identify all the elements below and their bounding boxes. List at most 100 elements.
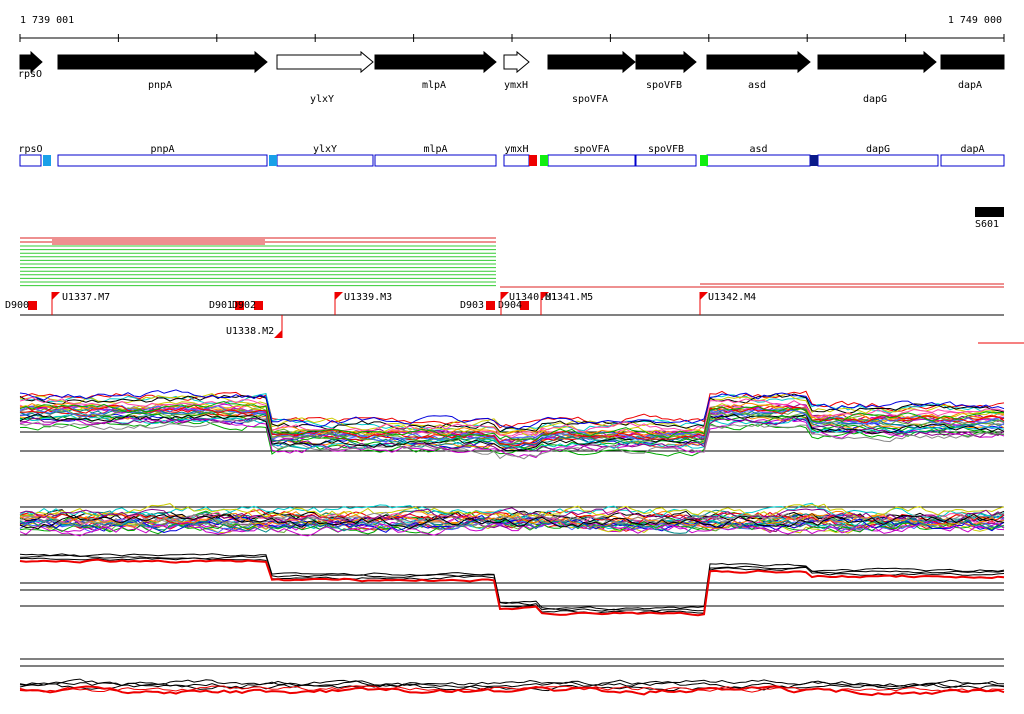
expr-line [19,400,1004,440]
annotation-box [503,154,530,167]
marker-label: U1342.M4 [708,292,756,303]
expr-line [19,414,1005,452]
marker-flag [28,301,37,310]
box-label: rpsO [18,144,42,155]
marker-flag [501,292,509,300]
annotation-box [817,154,939,167]
expr-line [19,680,1005,689]
marker-flag [335,292,343,300]
marker-label: U1337.M7 [62,292,110,303]
expr-line [19,416,1005,452]
expr-line [19,558,1005,617]
gene-label: pnpA [148,80,172,91]
ruler-start: 1 739 001 [20,15,74,26]
marker-flag [541,292,549,300]
annotation-box [547,154,636,167]
gene-arrow [57,50,268,74]
feature-block [540,155,548,166]
track-label: S601 [975,219,999,230]
expr-line [19,502,1005,519]
expr-line [19,554,1005,612]
track-block [975,207,1004,217]
expr-line [19,393,1005,432]
gene-label: ymxH [504,80,528,91]
feature-block [810,155,818,166]
gene-arrow [19,50,43,74]
ruler-end: 1 749 000 [948,15,1002,26]
marker-label: D901 [209,300,233,311]
marker-flag [274,330,282,338]
marker-flag [486,301,495,310]
gene-label: dapA [958,80,982,91]
gene-label: spoVFA [572,94,608,105]
expr-line [19,407,1005,446]
gene-arrow [374,50,497,74]
feature-block [269,155,277,166]
expr-line [19,396,1005,437]
expr-line [19,557,1005,614]
box-label: pnpA [150,144,174,155]
gene-arrow [635,50,697,74]
gene-arrow [706,50,811,74]
expr-line [19,413,1005,452]
marker-label: D900 [5,300,29,311]
marker-label: D903 [460,300,484,311]
expr-line [19,418,1005,460]
box-label: dapA [960,144,984,155]
expr-line [19,513,1005,530]
marker-label: D902 [232,300,256,311]
gene-label: ylxY [310,94,334,105]
box-label: asd [749,144,767,155]
box-label: dapG [866,144,890,155]
annotation-box [276,154,374,167]
marker-label: D904 [498,300,522,311]
gene-label: spoVFB [646,80,682,91]
gene-arrow [503,50,530,74]
marker-flag [700,292,708,300]
expr-line [19,553,1005,611]
marker-label: U1338.M2 [226,326,274,337]
box-label: ylxY [313,144,337,155]
marker-flag [52,292,60,300]
marker-label: U1341.M5 [545,292,593,303]
expr-line [19,516,1005,534]
marker-flag [520,301,529,310]
marker-label: U1340.M1 [509,292,557,303]
box-label: mlpA [423,144,447,155]
expr-line [19,685,1005,697]
expr-line [19,520,1005,537]
feature-block [43,155,51,166]
gene-label: rpsO [18,69,42,80]
feature-block [700,155,708,166]
marker-flag [235,301,244,310]
annotation-box [635,154,697,167]
annotation-box [57,154,268,167]
expr-line [19,512,1005,530]
expr-line [19,519,1005,534]
expr-line [19,511,1005,528]
annotation-box [374,154,497,167]
gene-label: asd [748,80,766,91]
expr-line [19,389,1005,430]
marker-label: U1339.M3 [344,292,392,303]
annotation-box [706,154,811,167]
expr-line [19,404,1005,447]
feature-block [529,155,537,166]
annotation-box [19,154,42,167]
expr-line [19,678,1005,688]
gene-arrow [547,50,636,74]
expr-line [19,510,1005,524]
box-label: ymxH [504,144,528,155]
box-label: spoVFB [648,144,684,155]
annotation-box [940,154,1005,167]
gene-arrow [276,50,374,74]
expr-line [19,393,1005,433]
marker-flag [254,301,263,310]
expr-line [19,417,1005,459]
expr-line [19,407,1005,446]
box-label: spoVFA [573,144,609,155]
expr-line [19,503,1005,521]
gene-label: dapG [863,94,887,105]
gene-arrow [940,54,1005,70]
gene-label: mlpA [422,80,446,91]
